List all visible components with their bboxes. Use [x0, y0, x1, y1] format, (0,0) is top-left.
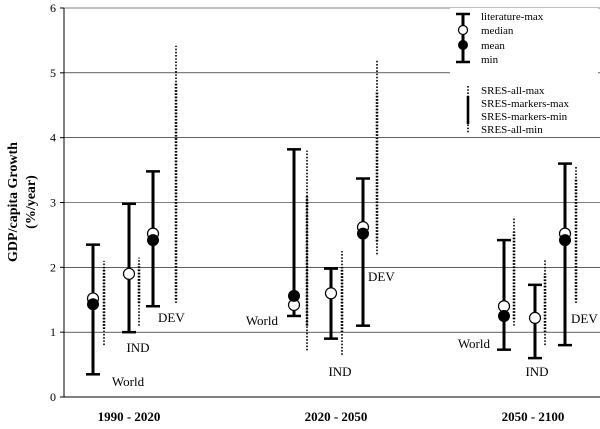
legend-item-sres: SRES-all-max SRES-markers-max SRES-marke… — [466, 85, 569, 136]
y-tick-label-4: 4 — [50, 131, 56, 145]
median-marker-ind-4 — [324, 287, 338, 300]
group-world-3: World — [246, 148, 309, 351]
median-marker-ind-1 — [122, 267, 136, 280]
y-tick-label-0: 0 — [50, 390, 56, 404]
legend-label-sres-all-max: SRES-all-max — [481, 85, 545, 97]
legend-label-sres-all-min: SRES-all-min — [481, 124, 543, 136]
group-world-6: World — [458, 216, 516, 351]
y-tick-label-3: 3 — [50, 196, 56, 210]
mean-marker-world-6 — [498, 309, 510, 322]
legend-median-marker — [457, 24, 469, 36]
region-label-ind-1: IND — [126, 340, 149, 355]
group-dev-5: DEV — [356, 59, 395, 327]
region-label-ind-7: IND — [525, 364, 548, 379]
y-axis-label-line2: (%/year) — [24, 175, 39, 229]
group-ind-1: IND — [122, 202, 150, 355]
region-label-world-0: World — [112, 374, 145, 389]
legend-box — [450, 8, 598, 136]
mean-marker-dev-8 — [559, 234, 571, 247]
legend-label-sres-markers-min: SRES-markers-min — [481, 111, 568, 123]
y-axis-label-line1: GDP/capita Growth — [6, 142, 21, 262]
legend: literature-max median mean min SRES-all-… — [450, 8, 598, 136]
legend-label-literature-max: literature-max — [481, 11, 544, 23]
group-world-0: World — [86, 243, 145, 389]
group-ind-7: IND — [525, 259, 549, 379]
median-marker-ind-7 — [528, 311, 542, 325]
legend-item-median: median — [457, 24, 514, 37]
legend-label-mean: mean — [481, 40, 505, 52]
period-label-0: 1990 - 2020 — [98, 409, 161, 424]
group-dev-2: DEV — [146, 45, 185, 325]
mean-marker-dev-5 — [357, 227, 369, 240]
period-label-2: 2050 - 2100 — [502, 409, 565, 424]
series: World IND DEV World IND DEV World IND DEV — [86, 45, 598, 389]
region-label-dev-2: DEV — [158, 310, 185, 325]
mean-marker-world-0 — [87, 298, 99, 311]
group-ind-4: IND — [324, 251, 352, 379]
group-dev-8: DEV — [558, 162, 598, 347]
y-tick-label-5: 5 — [50, 66, 56, 80]
region-label-ind-4: IND — [328, 364, 351, 379]
legend-item-mean: mean — [458, 40, 505, 52]
period-label-1: 2020 - 2050 — [305, 409, 368, 424]
legend-mean-marker — [458, 40, 468, 50]
mean-marker-world-3 — [288, 289, 300, 302]
region-label-world-3: World — [246, 313, 279, 328]
legend-label-sres-markers-max: SRES-markers-max — [481, 98, 569, 110]
y-tick-label-6: 6 — [50, 1, 56, 15]
y-tick-label-2: 2 — [50, 260, 56, 274]
y-tick-label-1: 1 — [50, 325, 56, 339]
y-ticks: 0 1 2 3 4 5 6 — [50, 1, 64, 404]
region-label-world-6: World — [458, 336, 491, 351]
legend-label-median: median — [481, 25, 514, 37]
legend-item-literature-max: literature-max — [456, 11, 544, 64]
legend-label-min: min — [481, 54, 499, 66]
mean-marker-dev-2 — [147, 234, 159, 247]
region-label-dev-5: DEV — [368, 269, 395, 284]
period-labels: 1990 - 2020 2020 - 2050 2050 - 2100 — [98, 409, 565, 424]
region-label-dev-8: DEV — [571, 311, 598, 326]
